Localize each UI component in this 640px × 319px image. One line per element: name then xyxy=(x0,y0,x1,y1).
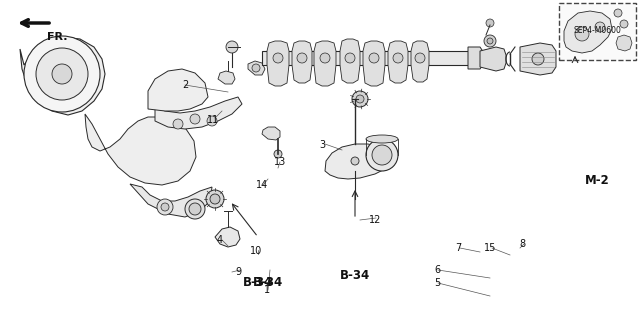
Text: 6: 6 xyxy=(434,265,440,275)
Polygon shape xyxy=(480,47,506,71)
Polygon shape xyxy=(155,97,242,129)
Circle shape xyxy=(351,157,359,165)
Circle shape xyxy=(486,19,494,27)
Polygon shape xyxy=(267,41,289,86)
Circle shape xyxy=(274,150,282,158)
Circle shape xyxy=(210,194,220,204)
Ellipse shape xyxy=(366,135,398,143)
Text: B-34: B-34 xyxy=(243,276,273,289)
Circle shape xyxy=(369,53,379,63)
Polygon shape xyxy=(411,41,429,82)
Circle shape xyxy=(190,114,200,124)
Polygon shape xyxy=(218,71,235,84)
Polygon shape xyxy=(20,37,105,115)
Polygon shape xyxy=(314,41,336,86)
Text: 1: 1 xyxy=(264,285,270,295)
Circle shape xyxy=(273,53,283,63)
Circle shape xyxy=(345,53,355,63)
Circle shape xyxy=(173,119,183,129)
Polygon shape xyxy=(148,69,208,111)
Circle shape xyxy=(297,53,307,63)
Polygon shape xyxy=(85,114,196,185)
Text: 13: 13 xyxy=(274,157,286,167)
Text: 5: 5 xyxy=(434,278,440,288)
Circle shape xyxy=(532,53,544,65)
Circle shape xyxy=(189,203,201,215)
Circle shape xyxy=(366,139,398,171)
Circle shape xyxy=(487,38,493,44)
Circle shape xyxy=(620,20,628,28)
Text: FR.: FR. xyxy=(47,32,67,42)
Circle shape xyxy=(161,203,169,211)
Text: SEP4-M0600: SEP4-M0600 xyxy=(573,26,621,35)
Polygon shape xyxy=(248,61,265,75)
Polygon shape xyxy=(130,184,212,217)
Circle shape xyxy=(320,53,330,63)
Circle shape xyxy=(484,35,496,47)
Polygon shape xyxy=(262,127,280,140)
Text: 2: 2 xyxy=(182,80,188,90)
Text: 14: 14 xyxy=(256,180,268,190)
Circle shape xyxy=(226,41,238,53)
Circle shape xyxy=(24,36,100,112)
Text: 4: 4 xyxy=(217,235,223,245)
Text: M-2: M-2 xyxy=(585,174,610,187)
Polygon shape xyxy=(363,41,385,86)
Circle shape xyxy=(614,9,622,17)
Circle shape xyxy=(206,190,224,208)
Text: 12: 12 xyxy=(369,215,381,225)
FancyBboxPatch shape xyxy=(559,3,636,60)
Circle shape xyxy=(36,48,88,100)
Circle shape xyxy=(207,116,217,126)
Circle shape xyxy=(595,22,605,32)
Text: 8: 8 xyxy=(519,239,525,249)
Polygon shape xyxy=(520,43,556,75)
Polygon shape xyxy=(262,51,480,65)
Polygon shape xyxy=(292,41,312,83)
Text: 10: 10 xyxy=(250,246,262,256)
Circle shape xyxy=(372,145,392,165)
Polygon shape xyxy=(616,35,632,51)
Circle shape xyxy=(157,199,173,215)
Polygon shape xyxy=(564,11,612,53)
Text: 3: 3 xyxy=(319,140,325,150)
Polygon shape xyxy=(325,144,390,179)
Circle shape xyxy=(415,53,425,63)
Text: 11: 11 xyxy=(207,115,219,125)
Text: B-34: B-34 xyxy=(253,276,283,289)
Polygon shape xyxy=(468,47,484,69)
Polygon shape xyxy=(340,39,360,83)
Text: B-34: B-34 xyxy=(340,270,370,282)
Circle shape xyxy=(252,64,260,72)
Circle shape xyxy=(393,53,403,63)
Circle shape xyxy=(356,95,364,103)
Circle shape xyxy=(52,64,72,84)
Text: 9: 9 xyxy=(235,267,241,277)
Polygon shape xyxy=(388,41,408,83)
Circle shape xyxy=(575,27,589,41)
Text: 7: 7 xyxy=(455,243,461,253)
Circle shape xyxy=(352,91,368,107)
Polygon shape xyxy=(215,227,240,247)
Circle shape xyxy=(185,199,205,219)
Text: 15: 15 xyxy=(484,243,496,253)
